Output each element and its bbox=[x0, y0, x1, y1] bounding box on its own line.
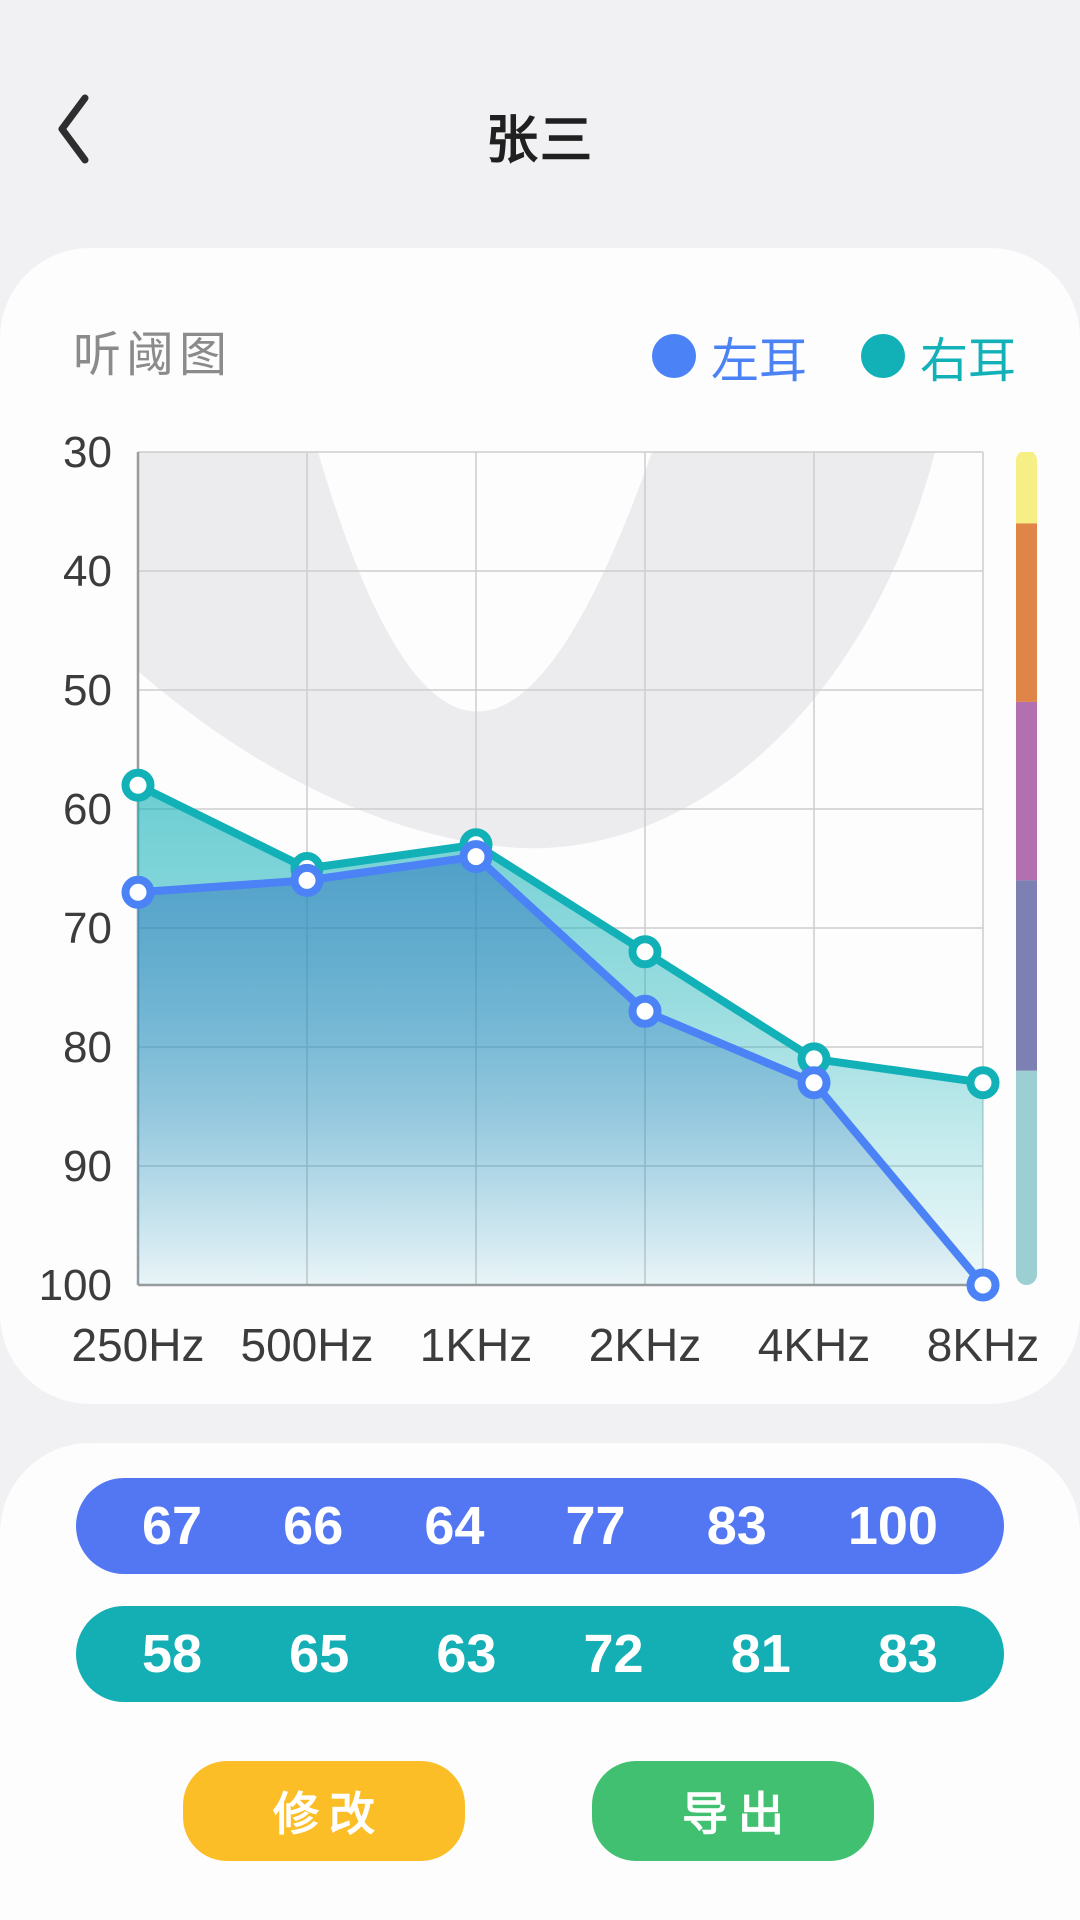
right-ear-value-cell: 72 bbox=[583, 1624, 644, 1684]
back-button[interactable] bbox=[38, 84, 108, 174]
svg-text:500Hz: 500Hz bbox=[241, 1319, 374, 1371]
right-ear-value-cell: 81 bbox=[730, 1624, 791, 1684]
left-ear-value-cell: 66 bbox=[283, 1496, 344, 1556]
legend-label-right-ear: 右耳 bbox=[919, 335, 1016, 388]
left-ear-value-cell: 83 bbox=[706, 1496, 767, 1556]
right-ear-value-cell: 65 bbox=[289, 1624, 350, 1684]
left-ear-value-cell: 77 bbox=[565, 1496, 626, 1556]
export-button[interactable]: 导出 bbox=[592, 1761, 874, 1861]
audiogram-chart: 30 40 50 60 70 80 90 100 250Hz 500Hz 1KHz 2KHz 4KHz 8… bbox=[0, 248, 1080, 1404]
left-ear-value-cell: 64 bbox=[424, 1496, 485, 1556]
svg-text:50: 50 bbox=[63, 666, 112, 715]
edit-button[interactable]: 修改 bbox=[183, 1761, 465, 1861]
right-ear-values-pill: 58 65 63 72 81 83 bbox=[76, 1606, 1004, 1702]
legend-label-left-ear: 左耳 bbox=[710, 335, 807, 388]
left-ear-value-cell: 100 bbox=[847, 1496, 938, 1556]
svg-text:70: 70 bbox=[63, 904, 112, 953]
page-title: 张三 bbox=[485, 112, 594, 170]
values-card: 67 66 64 77 83 100 58 65 63 72 81 83 修改 导出 bbox=[0, 1443, 1080, 1920]
audiogram-card: 30 40 50 60 70 80 90 100 250Hz 500Hz 1KHz 2KHz 4KHz 8… bbox=[0, 248, 1080, 1404]
legend-item-right-ear[interactable]: 右耳 bbox=[860, 321, 1016, 391]
left-ear-values-pill: 67 66 64 77 83 100 bbox=[76, 1478, 1004, 1574]
svg-text:80: 80 bbox=[63, 1023, 112, 1072]
legend-item-left-ear[interactable]: 左耳 bbox=[651, 321, 807, 391]
svg-text:60: 60 bbox=[63, 785, 112, 834]
svg-text:90: 90 bbox=[63, 1142, 112, 1191]
chevron-left-icon bbox=[55, 93, 91, 165]
svg-text:40: 40 bbox=[63, 547, 112, 596]
right-ear-value-cell: 83 bbox=[877, 1624, 938, 1684]
left-ear-dot-icon bbox=[651, 334, 696, 378]
svg-text:100: 100 bbox=[39, 1261, 112, 1310]
left-ear-value-cell: 67 bbox=[142, 1496, 203, 1556]
chart-legend: 左耳 右耳 bbox=[651, 330, 1016, 388]
svg-text:8KHz: 8KHz bbox=[927, 1319, 1039, 1371]
svg-text:2KHz: 2KHz bbox=[589, 1319, 701, 1371]
svg-text:1KHz: 1KHz bbox=[420, 1319, 532, 1371]
chart-title: 听阈图 bbox=[73, 329, 233, 382]
svg-text:30: 30 bbox=[63, 428, 112, 477]
right-ear-dot-icon bbox=[860, 334, 905, 378]
svg-text:4KHz: 4KHz bbox=[758, 1319, 870, 1371]
right-ear-value-cell: 58 bbox=[142, 1624, 203, 1684]
header: 张三 bbox=[0, 0, 1080, 248]
right-ear-value-cell: 63 bbox=[436, 1624, 497, 1684]
svg-text:250Hz: 250Hz bbox=[72, 1319, 205, 1371]
